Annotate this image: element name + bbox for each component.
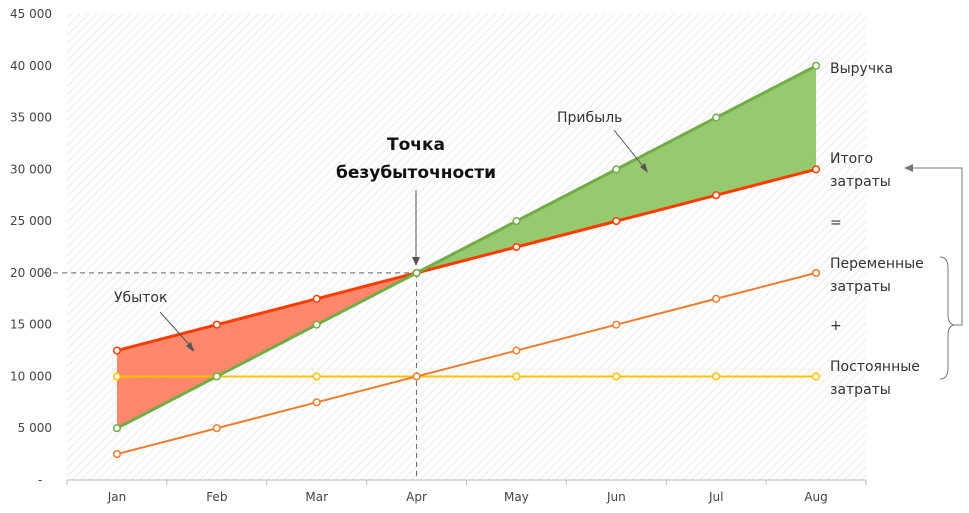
break-even-arrowhead — [412, 257, 420, 266]
data-point — [412, 268, 421, 277]
data-point — [512, 242, 521, 252]
annotation-arrows — [159, 129, 963, 380]
series-line — [116, 271, 817, 456]
data-point — [812, 268, 821, 277]
data-point — [812, 61, 821, 70]
x-tick-label: May — [504, 490, 529, 504]
x-tick-label: Feb — [206, 490, 227, 504]
x-tick-label: Apr — [406, 490, 427, 504]
loss-arrow — [159, 311, 195, 351]
x-axis: Jan Feb Mar Apr May Jun Jul Aug — [66, 479, 867, 504]
x-tick-label: Mar — [305, 490, 328, 504]
data-point — [112, 372, 121, 381]
y-tick-label: 30 000 — [10, 162, 52, 176]
x-tick-label: Jul — [708, 490, 723, 504]
series-line — [116, 167, 817, 353]
data-point — [812, 372, 821, 381]
data-point — [512, 217, 521, 226]
series-markers — [112, 61, 821, 459]
data-point — [112, 450, 121, 459]
data-point — [212, 424, 221, 433]
data-point — [612, 217, 621, 226]
series-lines — [116, 64, 817, 456]
data-point — [212, 372, 221, 381]
data-point — [312, 294, 321, 303]
data-point — [612, 320, 621, 329]
fixed-costs-label-line1: Постоянные — [830, 359, 920, 375]
y-tick-label: 10 000 — [10, 369, 52, 383]
profit-arrow — [613, 129, 647, 171]
bracket-connector — [910, 167, 963, 326]
y-tick-label: 20 000 — [10, 266, 52, 280]
bracket-brace — [939, 256, 956, 380]
total-costs-label-line2: затраты — [830, 174, 891, 190]
data-point — [712, 372, 721, 381]
x-tick-label: Jun — [606, 490, 626, 504]
y-tick-label: 35 000 — [10, 111, 52, 125]
variable-costs-label-line1: Переменные — [830, 256, 924, 272]
loss-arrowhead — [186, 342, 194, 352]
plus-sign: + — [830, 318, 842, 334]
profit-label: Прибыль — [557, 110, 622, 126]
loss-label: Убыток — [114, 290, 167, 306]
data-point — [312, 320, 321, 329]
data-point — [312, 372, 321, 381]
total-costs-label-line1: Итого — [830, 151, 873, 167]
profit-arrowhead — [640, 163, 648, 173]
data-point — [512, 346, 521, 355]
data-point — [612, 372, 621, 381]
y-tick-label: 45 000 — [10, 7, 52, 21]
x-tick-label: Aug — [804, 490, 827, 504]
y-tick-label: 25 000 — [10, 214, 52, 228]
data-point — [112, 346, 121, 355]
variable-costs-label-line2: затраты — [830, 279, 891, 295]
data-point — [712, 113, 721, 122]
y-tick-label: 5 000 — [18, 421, 52, 435]
x-tick-label: Jan — [107, 490, 127, 504]
data-point — [712, 191, 721, 200]
data-point — [212, 320, 221, 329]
data-point — [812, 165, 821, 174]
series-line — [116, 64, 817, 430]
data-point — [612, 165, 621, 174]
bracket-arrowhead — [904, 164, 913, 172]
y-tick-label: - — [38, 473, 42, 487]
data-point — [512, 372, 521, 381]
data-point — [312, 398, 321, 407]
y-tick-label: 40 000 — [10, 59, 52, 73]
fixed-costs-label-line2: затраты — [830, 382, 891, 398]
break-even-label-line2: безубыточности — [336, 163, 496, 183]
data-point — [712, 294, 721, 303]
data-point — [112, 424, 121, 433]
y-axis: - 5 000 10 000 15 000 20 000 25 000 30 000 35 0… — [10, 7, 52, 487]
data-point — [412, 372, 421, 381]
y-tick-label: 15 000 — [10, 318, 52, 332]
break-even-label-line1: Точка — [387, 135, 445, 155]
equals-sign: = — [830, 215, 842, 231]
revenue-label: Выручка — [830, 61, 893, 77]
